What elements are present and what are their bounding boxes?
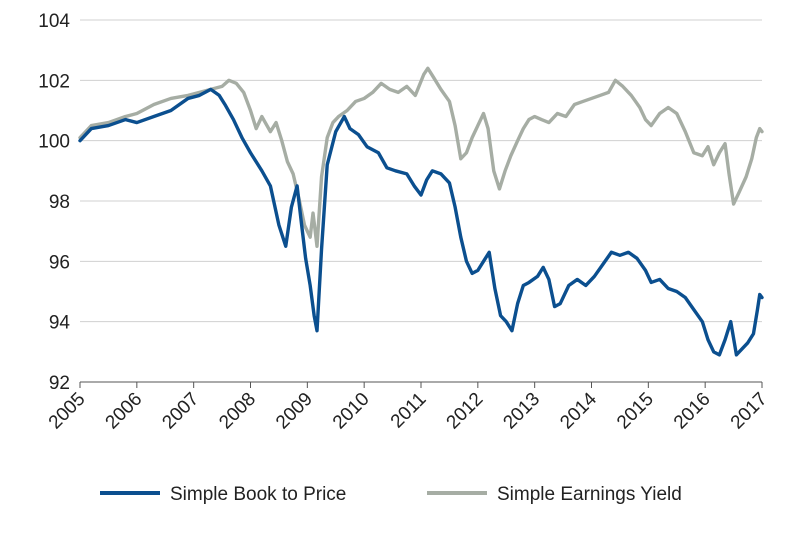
x-tick-label: 2016 — [670, 389, 715, 434]
x-tick-label: 2010 — [329, 389, 374, 434]
gridlines — [80, 19, 762, 323]
y-tick-label: 100 — [38, 132, 70, 153]
y-tick-label: 98 — [49, 192, 70, 213]
y-tick-label: 104 — [38, 11, 70, 32]
series-lines — [78, 66, 764, 357]
legend-label: Simple Book to Price — [170, 484, 346, 505]
x-tick-label: 2012 — [443, 389, 488, 434]
x-tick-label: 2013 — [499, 389, 544, 434]
y-tick-label: 96 — [49, 252, 70, 273]
y-tick-labels: 92 94 96 98 100 102 104 — [38, 11, 70, 394]
x-tick-label: 2007 — [158, 389, 203, 434]
axes — [79, 381, 763, 388]
x-tick-label: 2006 — [102, 389, 147, 434]
x-tick-label: 2011 — [387, 389, 431, 433]
legend-label: Simple Earnings Yield — [497, 484, 682, 505]
x-tick-label: 2005 — [45, 389, 90, 434]
x-tick-label: 2009 — [272, 389, 317, 434]
x-tick-labels: 2005 2006 2007 2008 2009 2010 2011 2012 2013 2014… — [45, 388, 772, 433]
y-tick-label: 92 — [49, 373, 70, 394]
legend: Simple Book to Price Simple Earnings Yiel… — [100, 484, 682, 505]
x-tick-label: 2017 — [727, 389, 772, 434]
x-tick-label: 2014 — [556, 388, 601, 433]
y-tick-label: 102 — [38, 71, 70, 92]
x-tick-label: 2015 — [613, 389, 658, 434]
y-tick-label: 94 — [49, 313, 71, 334]
series-line-book-to-price — [78, 87, 764, 357]
x-tick-label: 2008 — [215, 389, 260, 434]
series-line-earnings-yield — [78, 66, 764, 248]
